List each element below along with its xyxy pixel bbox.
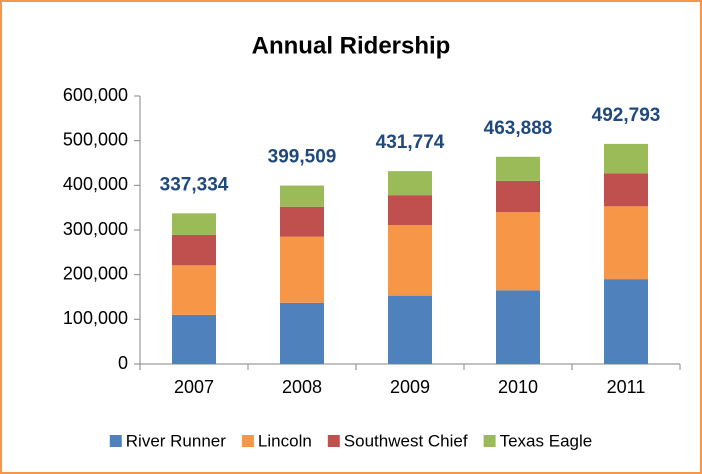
x-tick-label: 2009 [390, 377, 430, 397]
legend-swatch [109, 435, 122, 447]
x-tick-label: 2010 [498, 377, 538, 397]
bar-segment [388, 171, 432, 196]
bar-segment [388, 225, 432, 296]
y-tick-label: 600,000 [63, 85, 128, 105]
bar-segment [280, 236, 324, 303]
bar-segment [604, 143, 648, 174]
bar-segment [172, 234, 216, 266]
y-tick-label: 300,000 [63, 219, 128, 239]
bar-segment [388, 295, 432, 364]
bar-segment [172, 213, 216, 235]
total-label: 399,509 [268, 147, 337, 168]
legend-swatch [241, 435, 254, 447]
chart-title: Annual Ridership [252, 32, 451, 59]
total-label: 431,774 [376, 132, 445, 153]
bar-segment [496, 156, 540, 181]
bar-segment [604, 206, 648, 280]
bar-segment [496, 212, 540, 291]
bar-segment [280, 302, 324, 364]
y-tick-label: 0 [118, 353, 128, 373]
bar-segment [604, 279, 648, 364]
bar-segment [172, 265, 216, 315]
bar-segment [604, 173, 648, 207]
legend-label: Lincoln [258, 431, 312, 450]
total-label: 337,334 [160, 174, 229, 195]
x-tick-label: 2008 [282, 377, 322, 397]
bar-segment [172, 314, 216, 364]
y-tick-label: 100,000 [63, 308, 128, 328]
total-label: 463,888 [484, 118, 553, 139]
y-tick-label: 400,000 [63, 174, 128, 194]
x-tick-label: 2011 [607, 377, 646, 397]
legend-swatch [327, 435, 340, 447]
y-tick-label: 200,000 [63, 263, 128, 283]
bar-segment [280, 185, 324, 207]
x-tick-label: 2007 [174, 377, 214, 397]
legend-label: Southwest Chief [344, 431, 468, 450]
bar-segment [496, 290, 540, 364]
total-label: 492,793 [592, 105, 661, 126]
bar-segment [496, 180, 540, 213]
legend-swatch [483, 435, 496, 447]
bar-segment [280, 206, 324, 237]
y-tick-label: 500,000 [63, 129, 128, 149]
legend-label: River Runner [126, 431, 226, 450]
legend-label: Texas Eagle [500, 431, 593, 450]
bar-segment [388, 195, 432, 226]
